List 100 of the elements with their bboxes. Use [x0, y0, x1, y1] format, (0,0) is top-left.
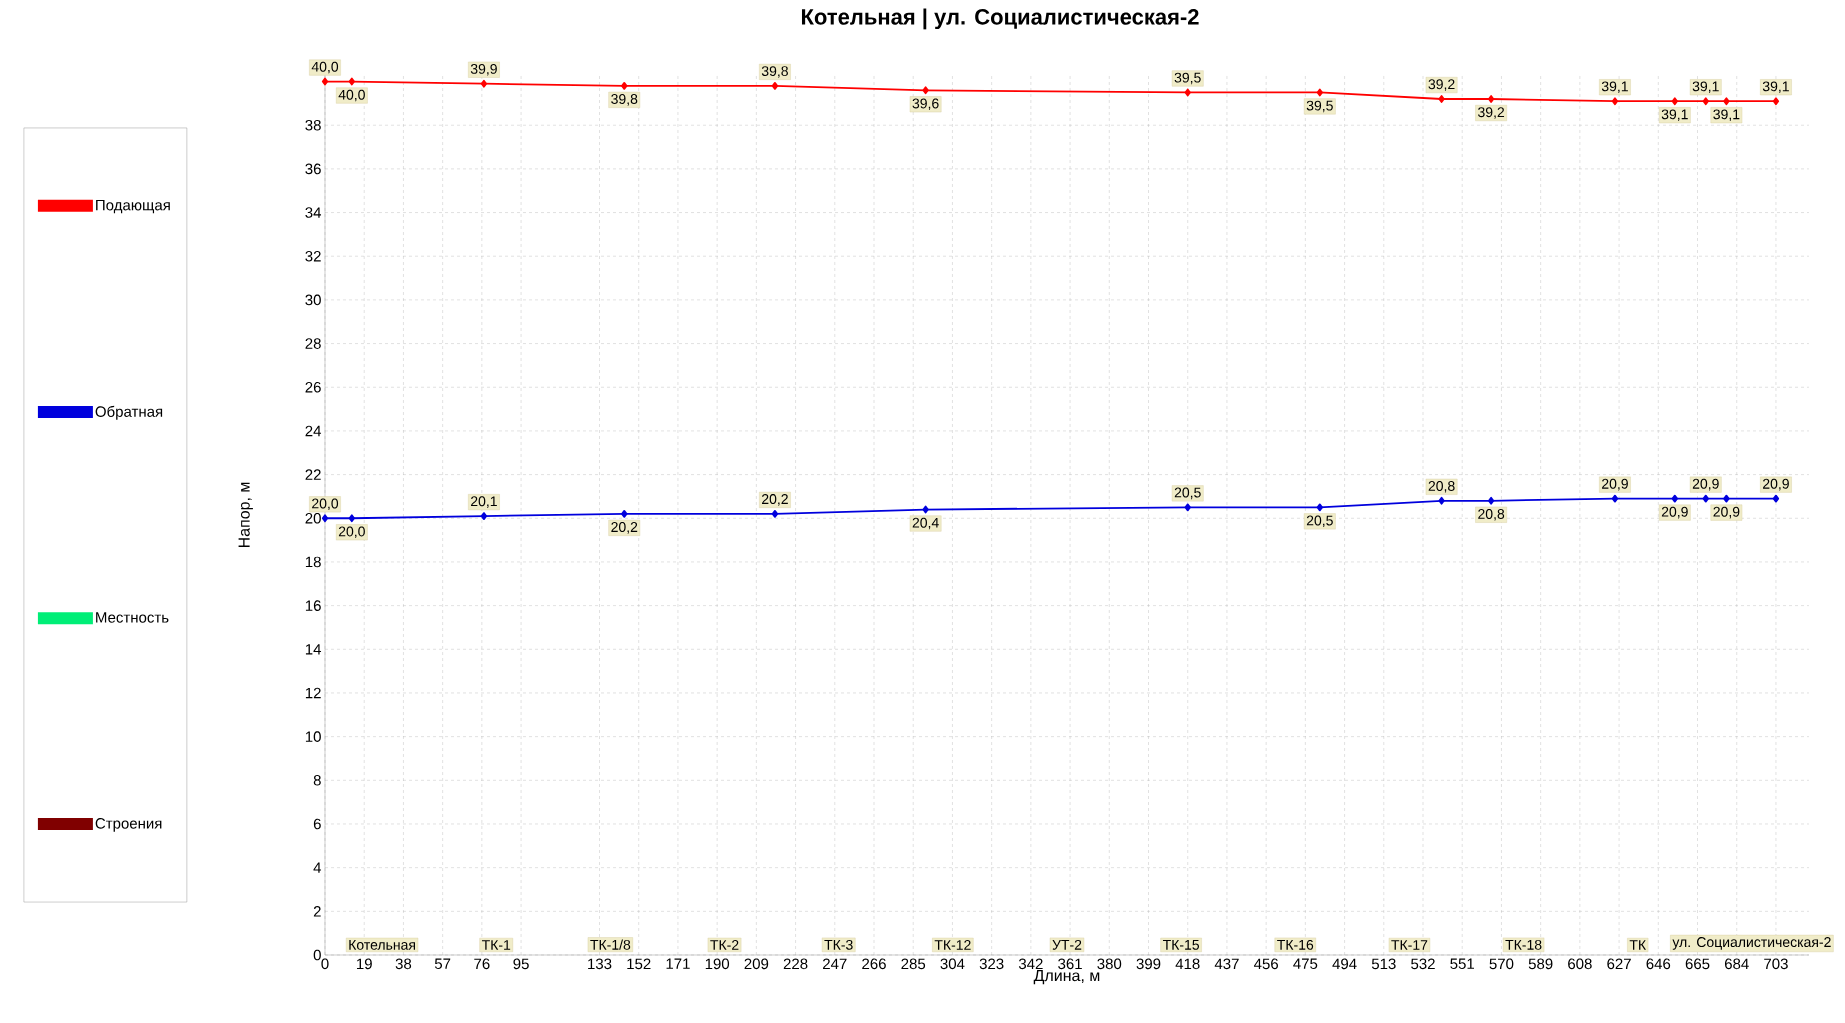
legend-label: Подающая: [96, 199, 170, 214]
y-tick-label: 36: [305, 163, 321, 175]
point: [1438, 496, 1445, 505]
annotation: ТК-18: [1505, 939, 1542, 950]
data-label: 20,9: [1713, 506, 1740, 519]
data-label: 39,1: [1713, 109, 1740, 121]
x-tick-label: 228: [783, 958, 808, 970]
annotation: Котельная: [349, 940, 415, 950]
point: [771, 82, 779, 90]
annotation: ТК-17: [1391, 940, 1428, 950]
x-tick-label: 57: [434, 958, 451, 969]
data-label: 20,8: [1428, 481, 1455, 493]
y-tick-label: 32: [305, 250, 321, 262]
data-label: 20,5: [1174, 487, 1201, 500]
x-tick-label: 665: [1685, 958, 1710, 970]
x-tick-label: 38: [395, 958, 412, 970]
y-tick-label: 20: [305, 512, 321, 524]
annotation: ТК-3: [824, 939, 853, 950]
point: [1702, 494, 1709, 503]
data-label: 20,9: [1692, 478, 1719, 491]
data-label: 20,2: [762, 494, 788, 506]
annotation: ТК-12: [934, 940, 971, 950]
y-tick-label: 10: [305, 731, 321, 742]
annotation: УТ-2: [1052, 939, 1082, 950]
legend-label: Местность: [96, 612, 169, 623]
y-tick-label: 30: [305, 294, 321, 306]
x-tick-label: 19: [357, 958, 372, 970]
point: [1772, 494, 1780, 503]
point: [1702, 97, 1709, 106]
data-label: 39,1: [1601, 81, 1628, 93]
data-label: 20,9: [1661, 506, 1688, 519]
point: [1184, 503, 1191, 512]
y-tick-label: 38: [305, 119, 321, 131]
point: [621, 82, 628, 90]
x-tick-label: 190: [705, 958, 730, 970]
x-tick-label: 456: [1253, 958, 1278, 970]
data-label: 20,4: [912, 517, 939, 530]
x-tick-label: 703: [1764, 958, 1788, 970]
point: [1316, 503, 1323, 512]
data-label: 20,8: [1478, 508, 1505, 521]
y-tick-label: 4: [313, 862, 322, 873]
x-tick-label: 380: [1097, 958, 1122, 970]
x-tick-label: 76: [474, 958, 490, 970]
data-label: 20,9: [1602, 478, 1628, 491]
point: [1723, 494, 1730, 503]
x-tick-label: 171: [666, 958, 690, 969]
point: [1184, 88, 1191, 97]
x-tick-label: 513: [1371, 958, 1396, 970]
data-label: 39,6: [912, 98, 939, 111]
point: [1611, 494, 1619, 503]
x-tick-label: 570: [1489, 958, 1514, 970]
y-tick-label: 8: [313, 774, 321, 786]
legend-label: Обратная: [95, 405, 163, 420]
y-tick-label: 2: [313, 906, 321, 917]
x-tick-label: 304: [940, 958, 965, 970]
data-label: 39,8: [611, 94, 638, 106]
point: [348, 77, 355, 86]
data-label: 39,8: [761, 66, 788, 78]
point: [1316, 88, 1323, 97]
data-label: 39,2: [1478, 107, 1505, 119]
x-tick-label: 95: [513, 958, 529, 970]
x-tick-label: 133: [588, 958, 612, 970]
y-tick-label: 22: [305, 469, 321, 480]
x-tick-label: 209: [744, 958, 769, 970]
point: [621, 510, 628, 518]
data-label: 39,5: [1306, 100, 1333, 113]
legend-label: Строения: [95, 818, 162, 832]
data-label: 20,2: [611, 522, 638, 534]
data-label: 39,2: [1428, 79, 1455, 91]
point: [771, 510, 779, 518]
x-tick-label: 475: [1293, 958, 1318, 969]
x-tick-label: 532: [1411, 958, 1435, 970]
point: [1671, 97, 1678, 106]
annotation: ТК-1/8: [590, 939, 631, 950]
x-tick-label: 361: [1058, 958, 1082, 970]
x-tick-label: 418: [1175, 958, 1200, 970]
point: [321, 514, 329, 523]
x-tick-label: 266: [862, 958, 886, 970]
annotation: ТК-1: [481, 940, 511, 950]
x-tick-label: 627: [1607, 958, 1631, 970]
x-tick-label: 323: [979, 958, 1004, 970]
x-tick-label: 285: [901, 958, 926, 970]
x-tick-label: 589: [1528, 958, 1553, 970]
annotation: ТК-15: [1162, 940, 1200, 950]
point: [1671, 494, 1678, 503]
data-label: 39,1: [1661, 109, 1688, 121]
x-tick-label: 342: [1018, 958, 1043, 970]
x-tick-label: 247: [823, 958, 847, 970]
annotation: ТК-16: [1277, 939, 1314, 950]
point: [480, 79, 488, 88]
point: [321, 77, 329, 86]
y-tick-label: 28: [305, 338, 321, 349]
x-tick-label: 494: [1332, 958, 1357, 970]
y-axis-title: Напор, м: [238, 482, 253, 548]
data-label: 40,0: [338, 89, 365, 102]
x-tick-label: 152: [627, 958, 651, 970]
data-label: 39,9: [470, 63, 497, 76]
point: [1487, 95, 1495, 103]
data-label: 20,9: [1763, 478, 1789, 491]
y-tick-label: 12: [305, 687, 321, 699]
